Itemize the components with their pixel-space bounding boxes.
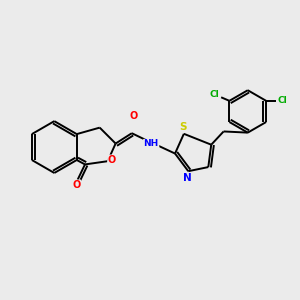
Text: NH: NH [144, 139, 159, 148]
Text: Cl: Cl [277, 96, 287, 105]
Text: N: N [183, 173, 192, 183]
Text: O: O [72, 180, 81, 190]
Text: Cl: Cl [210, 90, 220, 99]
Text: O: O [108, 155, 116, 165]
Text: O: O [129, 111, 137, 122]
Text: S: S [179, 122, 187, 132]
